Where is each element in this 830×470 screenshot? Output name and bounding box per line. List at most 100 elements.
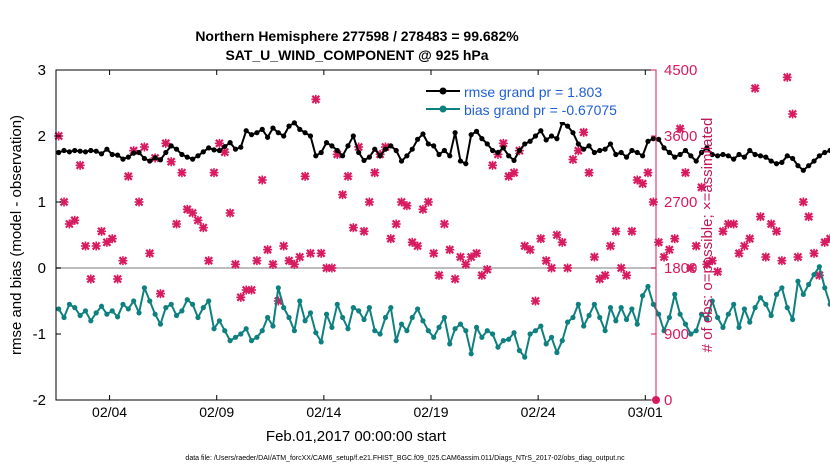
bias-point — [484, 328, 490, 334]
bias-point — [570, 314, 576, 321]
rmse-point — [147, 158, 153, 164]
obs-assimilated-point — [311, 94, 321, 104]
obs-assimilated-point — [445, 245, 455, 255]
rmse-point — [190, 156, 196, 162]
bias-point — [709, 298, 715, 304]
bias-point — [559, 338, 565, 344]
obs-assimilated-point — [225, 208, 235, 218]
bias-point — [741, 306, 747, 312]
obs-assimilated-point — [172, 219, 182, 229]
obs-assimilated-point — [788, 109, 798, 119]
legend: rmse grand pr = 1.803 bias grand pr = -0… — [422, 80, 652, 122]
rmse-point — [795, 163, 801, 169]
rmse-point — [291, 120, 297, 126]
bias-point — [527, 331, 533, 337]
bias-point — [747, 319, 753, 325]
obs-assimilated-point — [472, 248, 482, 258]
bias-point — [688, 331, 694, 337]
rmse-point — [323, 140, 330, 146]
bias-point — [473, 324, 480, 330]
obs-assimilated-point — [300, 171, 310, 181]
bias-point — [377, 331, 383, 337]
obs-assimilated-point — [348, 223, 358, 233]
rmse-point — [409, 146, 415, 152]
bias-point — [773, 291, 780, 297]
y-tick-label-left: 3 — [38, 62, 46, 79]
bias-point — [656, 311, 662, 317]
rmse-point — [206, 145, 212, 151]
obs-assimilated-point — [450, 274, 460, 284]
bias-point — [152, 311, 158, 317]
rmse-point — [736, 151, 742, 158]
rmse-point — [372, 146, 378, 152]
rmse-point — [329, 143, 335, 149]
x-tick-label: 02/09 — [199, 404, 234, 420]
bias-point — [216, 318, 222, 324]
bias-point — [597, 314, 603, 321]
obs-assimilated-point — [573, 146, 583, 156]
obs-assimilated-point — [155, 289, 165, 299]
obs-assimilated-point — [611, 226, 621, 236]
bias-point — [645, 283, 651, 290]
rmse-point — [570, 130, 576, 136]
rmse-point — [800, 167, 806, 173]
bias-point — [227, 338, 233, 344]
bias-point — [179, 308, 185, 314]
obs-assimilated-point — [177, 168, 187, 178]
obs-assimilated-point — [557, 237, 567, 247]
rmse-point — [468, 132, 474, 138]
obs-assimilated-point — [729, 219, 739, 229]
rmse-point — [420, 131, 426, 137]
bias-point — [350, 305, 356, 311]
rmse-point — [693, 158, 699, 164]
obs-assimilated-point — [755, 212, 765, 222]
rmse-point — [773, 161, 780, 167]
rmse-point — [516, 147, 522, 154]
rmse-point — [173, 146, 180, 152]
bias-point — [259, 328, 265, 334]
obs-assimilated-point — [263, 245, 273, 255]
bias-point — [784, 305, 790, 311]
bias-point — [522, 354, 528, 360]
rmse-point — [490, 147, 496, 154]
rmse-point — [222, 143, 228, 150]
rmse-point — [623, 154, 630, 160]
bias-point — [115, 314, 121, 320]
obs-assimilated-point — [407, 237, 417, 247]
bias-point — [254, 334, 260, 340]
rmse-point — [522, 141, 528, 147]
bias-point — [77, 312, 83, 319]
bias-point — [602, 328, 608, 334]
bias-point — [479, 334, 485, 340]
obs-assimilated-point — [509, 168, 519, 178]
obs-assimilated-point — [423, 197, 433, 207]
bias-point — [790, 316, 796, 323]
bias-point — [806, 281, 812, 288]
bias-point — [88, 318, 94, 324]
bias-point — [415, 306, 421, 312]
obs-assimilated-point — [161, 138, 171, 148]
rmse-point — [511, 157, 517, 164]
rmse-point — [157, 157, 164, 163]
bias-point — [302, 318, 308, 324]
obs-assimilated-point — [364, 197, 374, 207]
bias-point — [382, 314, 389, 321]
bias-point — [768, 312, 774, 319]
obs-assimilated-point — [530, 296, 540, 306]
obs-assimilated-point — [766, 219, 776, 229]
obs-assimilated-point — [498, 138, 508, 148]
rmse-point — [297, 126, 303, 132]
obs-assimilated-point — [584, 168, 594, 178]
rmse-point — [607, 141, 614, 147]
rmse-point — [275, 130, 281, 136]
bias-point — [795, 278, 801, 284]
obs-assimilated-point — [638, 179, 648, 189]
obs-assimilated-point — [675, 124, 685, 134]
rmse-point — [77, 148, 83, 154]
bias-point — [763, 301, 769, 307]
obs-assimilated-point — [622, 270, 632, 280]
rmse-point — [388, 143, 394, 149]
bias-point — [554, 349, 560, 356]
bias-point — [725, 311, 731, 317]
obs-assimilated-point — [520, 241, 530, 251]
